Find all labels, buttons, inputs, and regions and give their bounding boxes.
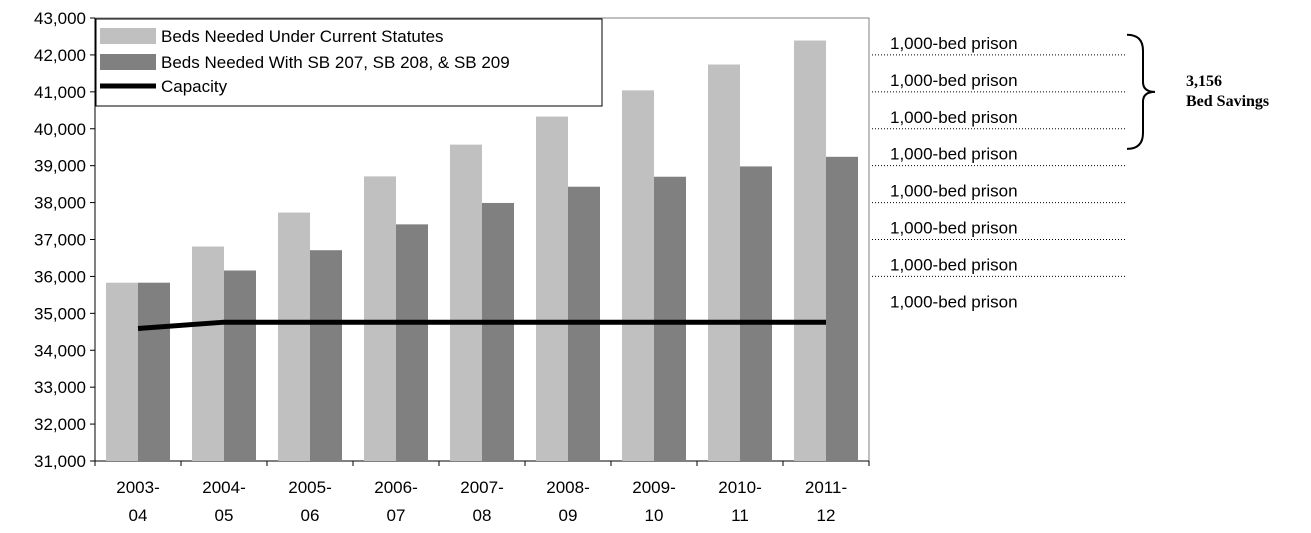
bar-current-statutes — [364, 176, 396, 461]
bar-current-statutes — [278, 212, 310, 461]
bar-with-sb — [138, 282, 170, 461]
capacity-line — [137, 319, 826, 331]
capacity-line-marks — [137, 319, 826, 331]
x-tick-label: 2005- — [288, 478, 331, 497]
prison-annotations: 1,000-bed prison 1,000-bed prison 1,000-be… — [872, 33, 1269, 311]
x-tick-label: 12 — [817, 506, 836, 525]
prison-label: 1,000-bed prison — [890, 108, 1018, 127]
legend-label: Beds Needed With SB 207, SB 208, & SB 20… — [161, 53, 510, 72]
y-tick-label: 41,000 — [34, 83, 86, 102]
prison-label: 1,000-bed prison — [890, 71, 1018, 90]
x-tick-label: 2006- — [374, 478, 417, 497]
x-tick-label: 07 — [387, 506, 406, 525]
prison-label: 1,000-bed prison — [890, 255, 1018, 274]
legend-swatch — [100, 28, 156, 44]
bar-current-statutes — [192, 246, 224, 461]
prison-label: 1,000-bed prison — [890, 34, 1018, 53]
y-tick-label: 38,000 — [34, 194, 86, 213]
legend-label: Capacity — [161, 77, 228, 96]
y-tick-label: 31,000 — [34, 452, 86, 471]
x-tick-label: 2011- — [805, 478, 847, 497]
bar-current-statutes — [708, 64, 740, 461]
savings-value: 3,156 — [1186, 73, 1222, 90]
bar-marks — [106, 40, 858, 462]
y-tick-label: 34,000 — [34, 341, 86, 360]
y-tick-label: 40,000 — [34, 120, 86, 139]
savings-label: Bed Savings — [1186, 93, 1269, 110]
prison-label: 1,000-bed prison — [890, 292, 1018, 311]
bar-current-statutes — [536, 116, 568, 461]
x-tick-label: 2009- — [632, 478, 675, 497]
bar-with-sb — [826, 156, 858, 461]
y-tick-label: 35,000 — [34, 304, 86, 323]
prison-label: 1,000-bed prison — [890, 182, 1018, 201]
x-tick-label: 2007- — [460, 478, 503, 497]
y-tick-label: 42,000 — [34, 46, 86, 65]
y-tick-label: 43,000 — [34, 9, 86, 28]
bar-with-sb — [396, 224, 428, 461]
savings-brace — [1126, 33, 1156, 150]
x-tick-label: 05 — [215, 506, 234, 525]
bar-current-statutes — [106, 282, 138, 461]
legend-label: Beds Needed Under Current Statutes — [161, 27, 444, 46]
legend-swatch — [100, 54, 156, 70]
prison-label: 1,000-bed prison — [890, 145, 1018, 164]
y-tick-label: 36,000 — [34, 267, 86, 286]
x-tick-label: 11 — [731, 506, 749, 525]
x-tick-label: 2003- — [116, 478, 159, 497]
bar-with-sb — [482, 202, 514, 461]
x-tick-label: 10 — [645, 506, 664, 525]
bar-with-sb — [224, 270, 256, 461]
y-tick-label: 33,000 — [34, 378, 86, 397]
prison-label: 1,000-bed prison — [890, 219, 1018, 238]
bar-with-sb — [310, 250, 342, 461]
x-tick-label: 2008- — [546, 478, 589, 497]
y-tick-label: 39,000 — [34, 157, 86, 176]
y-tick-label: 37,000 — [34, 231, 86, 250]
bar-current-statutes — [450, 144, 482, 462]
legend-box — [95, 18, 603, 107]
bar-with-sb — [654, 176, 686, 461]
y-tick-label: 32,000 — [34, 415, 86, 434]
bar-with-sb — [740, 166, 772, 461]
x-tick-label: 04 — [129, 506, 148, 525]
tick-labels: 31,000 32,000 33,000 34,000 35,000 36,000 37,0… — [34, 9, 847, 525]
bar-current-statutes — [794, 40, 826, 461]
legend: Beds Needed Under Current Statutes Beds N… — [95, 18, 603, 107]
x-tick-label: 09 — [559, 506, 578, 525]
x-tick-label: 06 — [301, 506, 320, 525]
x-tick-label: 2010- — [718, 478, 761, 497]
bar-current-statutes — [622, 90, 654, 462]
x-tick-label: 2004- — [202, 478, 245, 497]
x-tick-label: 08 — [473, 506, 492, 525]
